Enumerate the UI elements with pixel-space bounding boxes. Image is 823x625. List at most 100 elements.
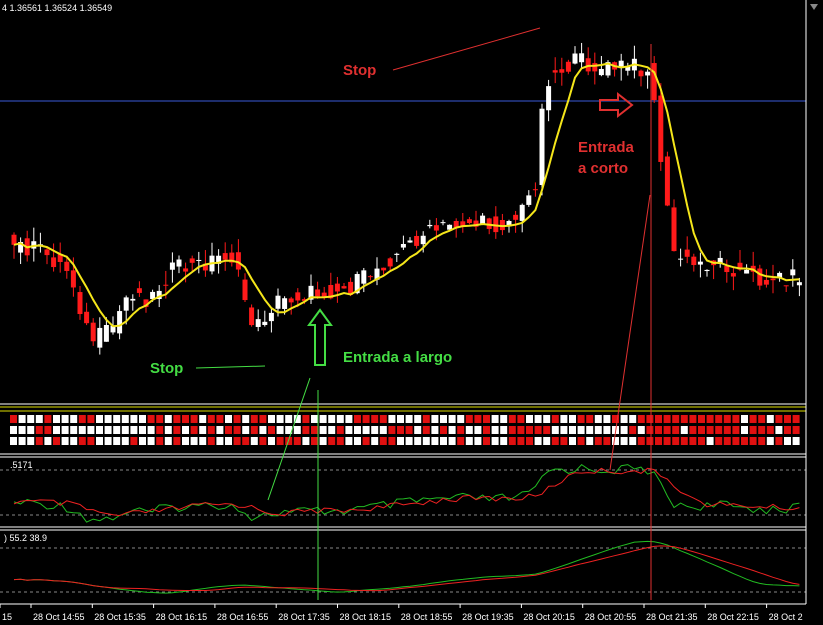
signal-cell	[405, 437, 413, 445]
signal-cell	[551, 426, 559, 434]
signal-cell	[285, 415, 293, 423]
signal-cell	[646, 437, 654, 445]
signal-cell	[758, 437, 766, 445]
signal-cell	[491, 426, 499, 434]
signal-cell	[741, 437, 748, 445]
signal-cell	[242, 437, 250, 445]
signal-cell	[706, 437, 714, 445]
short-arrow	[599, 91, 634, 119]
candle-body	[84, 311, 90, 324]
candle-body	[506, 221, 512, 227]
menu-icon[interactable]	[810, 4, 818, 10]
signal-cell	[603, 426, 611, 434]
time-axis: 15 28 Oct 14:55 28 Oct 15:35 28 Oct 16:15 28…	[0, 604, 803, 622]
signal-cell	[362, 415, 370, 423]
signal-cell	[663, 437, 671, 445]
signal-cell	[207, 415, 215, 423]
signal-cell	[465, 426, 473, 434]
candle-body	[341, 286, 347, 289]
signal-cell	[646, 426, 654, 434]
candle-body	[763, 279, 769, 285]
signal-cell	[35, 415, 43, 423]
signal-cell	[70, 437, 78, 445]
signal-cell	[612, 415, 619, 423]
candle-body	[222, 253, 228, 260]
time-label: 28 Oct 15:35	[94, 612, 146, 622]
candle-body	[381, 267, 387, 271]
signal-cell	[431, 426, 439, 434]
candle-body	[150, 291, 156, 300]
candle-body	[328, 285, 334, 299]
candle-body	[427, 224, 433, 227]
signal-cell	[379, 426, 387, 434]
signal-cell	[371, 437, 379, 445]
candle-body	[110, 325, 116, 333]
signal-cell	[603, 415, 611, 423]
signal-cell	[96, 426, 103, 434]
signal-cell	[766, 426, 774, 434]
signal-cell	[78, 415, 86, 423]
candle-body	[103, 325, 109, 342]
signal-cell	[474, 437, 482, 445]
candle-body	[189, 258, 195, 263]
candle-body	[585, 58, 591, 72]
time-label: 28 Oct 16:15	[156, 612, 208, 622]
candle-body	[394, 253, 400, 255]
signal-cell	[672, 426, 680, 434]
signal-cell	[173, 437, 181, 445]
signal-cell	[328, 415, 336, 423]
candle-body	[229, 252, 235, 263]
entry-diagonal	[267, 377, 311, 501]
candle-body	[493, 216, 499, 233]
signal-cell	[792, 426, 800, 434]
candle-body	[202, 263, 208, 271]
signal-cell	[61, 437, 69, 445]
candle-body	[453, 220, 459, 228]
candle-body	[532, 189, 538, 191]
signal-cell	[784, 426, 791, 434]
signal-cell	[104, 415, 112, 423]
signal-cell	[792, 415, 800, 423]
signal-cell	[732, 437, 740, 445]
signal-cell	[775, 437, 783, 445]
signal-cell	[680, 437, 688, 445]
signal-cell	[362, 437, 370, 445]
signal-cell	[250, 415, 258, 423]
signal-cell	[483, 415, 490, 423]
signal-cell	[465, 415, 473, 423]
signal-cell	[526, 426, 533, 434]
candle-body	[440, 222, 446, 224]
signal-cell	[293, 426, 301, 434]
signal-cell	[10, 426, 17, 434]
signal-cell	[534, 437, 542, 445]
signal-cell	[715, 426, 723, 434]
signal-cell	[190, 437, 198, 445]
signal-cell	[440, 415, 447, 423]
signal-cell	[35, 426, 43, 434]
signal-cell	[594, 415, 602, 423]
candle-body	[552, 70, 558, 73]
signal-cell	[139, 437, 146, 445]
candle-body	[367, 276, 373, 278]
signal-cell	[491, 415, 499, 423]
candle-body	[420, 235, 426, 245]
signal-cell	[474, 426, 482, 434]
signal-cell	[405, 426, 413, 434]
signal-cell	[139, 415, 146, 423]
signal-cell	[311, 437, 318, 445]
signal-cell	[715, 437, 723, 445]
time-label: 28 Oct 19:35	[462, 612, 514, 622]
signal-cell	[637, 426, 645, 434]
signal-cell	[78, 437, 86, 445]
signal-cell	[534, 426, 542, 434]
signal-cell	[388, 437, 396, 445]
candle-body	[156, 290, 162, 299]
stop-line	[195, 365, 266, 369]
signal-cell	[113, 426, 121, 434]
signal-cell	[620, 415, 628, 423]
signal-cell	[130, 415, 138, 423]
candle-body	[163, 284, 169, 286]
signal-cell	[164, 426, 172, 434]
signal-cell	[190, 426, 198, 434]
signal-cell	[216, 415, 224, 423]
